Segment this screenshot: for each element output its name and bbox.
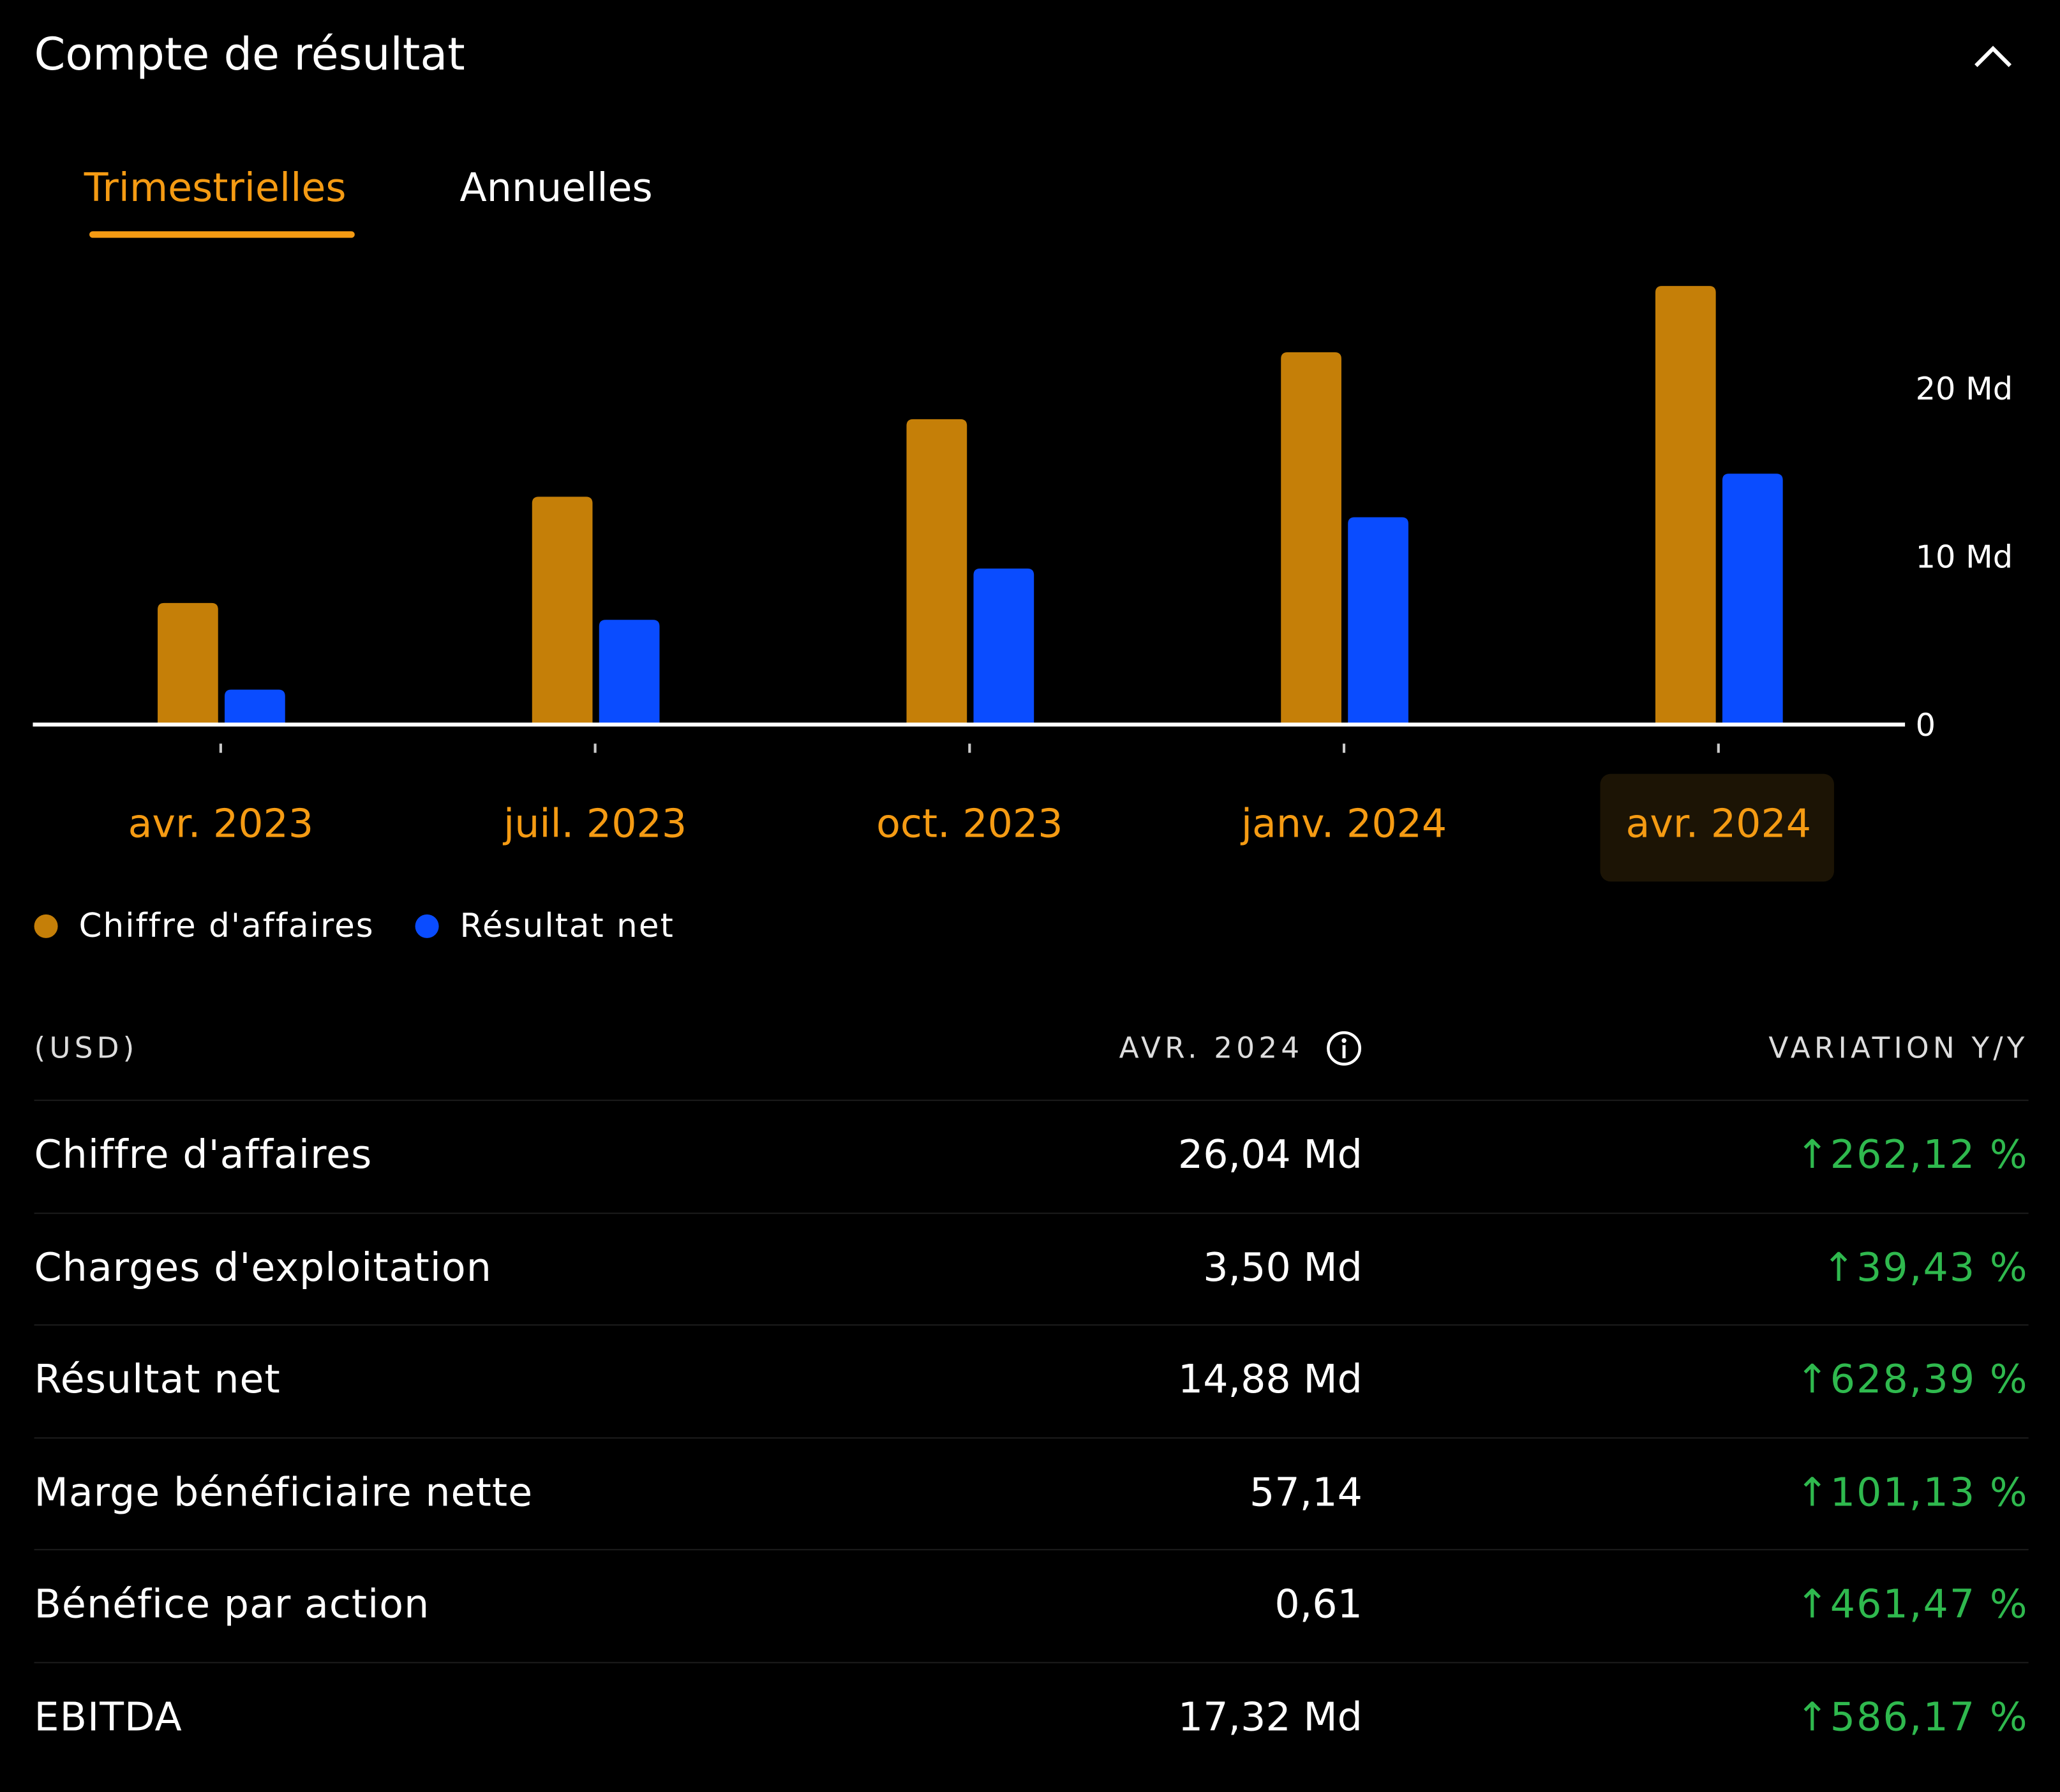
x-tick: [219, 743, 222, 753]
x-tick: [593, 743, 597, 753]
arrow-up-icon: ↑: [1795, 1582, 1830, 1629]
row-change: ↑586,17 %: [1796, 1695, 2029, 1741]
selected-period-highlight: [1600, 773, 1834, 882]
revenue-bar[interactable]: [1281, 352, 1341, 724]
revenue-bar[interactable]: [906, 419, 967, 724]
net-income-bar[interactable]: [225, 689, 285, 724]
bar-chart: 0 10 Md 20 Md: [33, 286, 2013, 753]
arrow-up-icon: ↑: [1795, 1470, 1830, 1516]
revenue-bar[interactable]: [532, 497, 593, 724]
table-row[interactable]: Bénéfice par action 0,61 ↑461,47 %: [34, 1549, 2029, 1662]
x-tick-label[interactable]: avr. 2023: [128, 801, 314, 847]
legend-label: Résultat net: [459, 906, 675, 945]
change-value: 262,12 %: [1830, 1132, 2029, 1179]
x-tick: [1342, 743, 1346, 753]
net-income-dot-icon: [415, 913, 439, 937]
section-title: Compte de résultat: [34, 29, 465, 82]
row-label: Charges d'exploitation: [34, 1244, 492, 1291]
period-header: AVR. 2024: [1119, 1033, 1304, 1066]
revenue-dot-icon: [34, 913, 58, 937]
row-label: Bénéfice par action: [34, 1582, 430, 1629]
info-icon[interactable]: [1325, 1030, 1362, 1067]
y-tick-label: 20 Md: [1916, 370, 2013, 407]
active-tab-indicator: [89, 231, 355, 238]
legend-revenue: Chiffre d'affaires: [34, 907, 375, 945]
row-change: ↑101,13 %: [1796, 1470, 2029, 1516]
change-header: VARIATION Y/Y: [1768, 1033, 2029, 1066]
arrow-up-icon: ↑: [1795, 1132, 1830, 1179]
row-change: ↑461,47 %: [1796, 1582, 2029, 1628]
currency-header: (USD): [34, 1033, 138, 1066]
change-value: 101,13 %: [1830, 1470, 2029, 1516]
x-tick-label[interactable]: janv. 2024: [1241, 801, 1447, 847]
y-tick-label: 10 Md: [1916, 538, 2013, 575]
table-row[interactable]: Chiffre d'affaires 26,04 Md ↑262,12 %: [34, 1100, 2029, 1213]
x-axis-baseline: [33, 722, 1906, 727]
change-value: 461,47 %: [1830, 1582, 2029, 1629]
tab-annual[interactable]: Annuelles: [459, 165, 653, 212]
table-row[interactable]: Marge bénéficiaire nette 57,14 ↑101,13 %: [34, 1437, 2029, 1550]
row-label: Marge bénéficiaire nette: [34, 1470, 534, 1516]
table-row[interactable]: Charges d'exploitation 3,50 Md ↑39,43 %: [34, 1212, 2029, 1325]
row-value: 26,04 Md: [1177, 1132, 1362, 1179]
change-value: 586,17 %: [1830, 1694, 2029, 1741]
table-row[interactable]: Résultat net 14,88 Md ↑628,39 %: [34, 1324, 2029, 1438]
net-income-bar[interactable]: [1722, 474, 1783, 724]
row-value: 0,61: [1274, 1582, 1362, 1629]
table-row[interactable]: EBITDA 17,32 Md ↑586,17 %: [34, 1662, 2029, 1775]
x-tick: [1717, 743, 1720, 753]
row-value: 14,88 Md: [1177, 1357, 1362, 1404]
change-value: 628,39 %: [1830, 1357, 2029, 1404]
row-value: 17,32 Md: [1177, 1694, 1362, 1741]
row-label: Résultat net: [34, 1357, 281, 1404]
net-income-bar[interactable]: [1348, 517, 1408, 724]
row-label: EBITDA: [34, 1694, 183, 1741]
y-tick-label: 0: [1916, 706, 1936, 743]
legend-net-income: Résultat net: [415, 907, 675, 945]
change-value: 39,43 %: [1856, 1244, 2029, 1291]
row-value: 57,14: [1250, 1470, 1362, 1516]
row-change: ↑628,39 %: [1796, 1357, 2029, 1403]
net-income-bar[interactable]: [599, 620, 660, 724]
x-tick-label[interactable]: avr. 2024: [1625, 801, 1812, 847]
row-change: ↑262,12 %: [1796, 1133, 2029, 1179]
row-value: 3,50 Md: [1203, 1244, 1362, 1291]
x-tick: [968, 743, 971, 753]
legend-label: Chiffre d'affaires: [78, 906, 375, 945]
row-change: ↑39,43 %: [1822, 1245, 2028, 1291]
revenue-bar[interactable]: [1655, 286, 1716, 724]
x-tick-label[interactable]: juil. 2023: [504, 801, 687, 847]
revenue-bar[interactable]: [158, 602, 218, 724]
arrow-up-icon: ↑: [1795, 1694, 1830, 1741]
chevron-up-icon[interactable]: [1971, 37, 2015, 74]
x-tick-label[interactable]: oct. 2023: [876, 801, 1063, 847]
tab-quarterly[interactable]: Trimestrielles: [84, 165, 347, 212]
arrow-up-icon: ↑: [1795, 1357, 1830, 1404]
row-label: Chiffre d'affaires: [34, 1132, 373, 1179]
arrow-up-icon: ↑: [1822, 1244, 1857, 1291]
net-income-bar[interactable]: [973, 568, 1034, 724]
